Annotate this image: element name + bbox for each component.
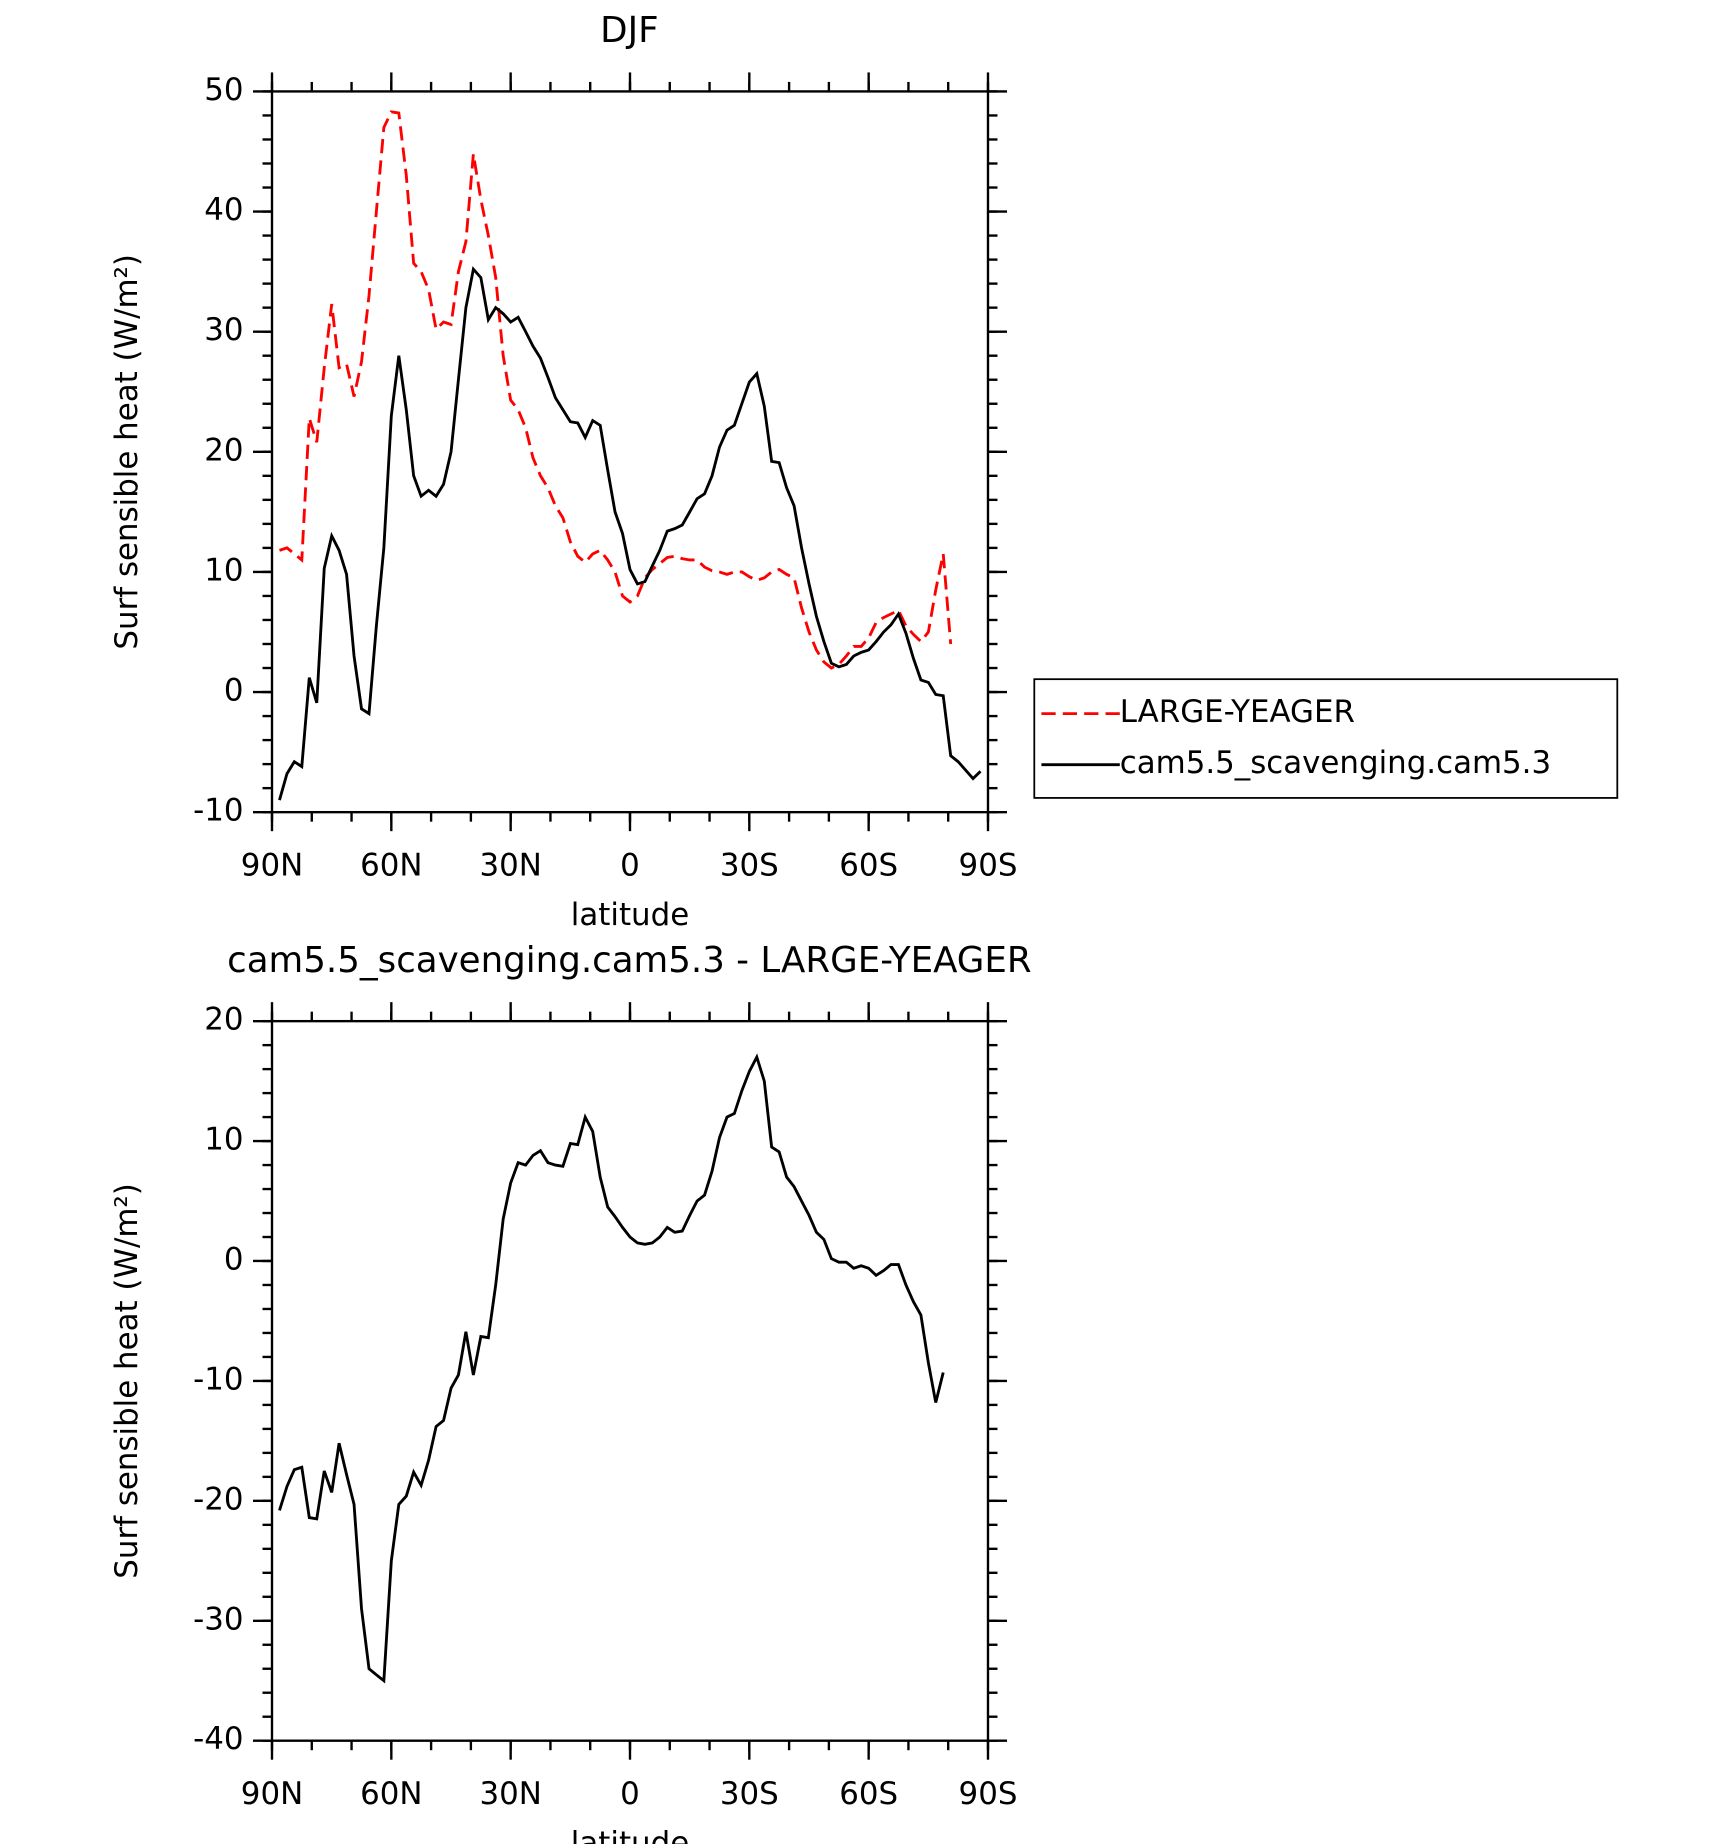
x-tick-label: 90S [959, 847, 1018, 883]
x-tick-label: 90S [959, 1776, 1018, 1812]
y-tick-label: 0 [224, 1241, 244, 1277]
x-tick-label: 30S [720, 847, 779, 883]
y-axis-label: Surf sensible heat (W/m²) [109, 1183, 145, 1579]
x-tick-label: 30S [720, 1776, 779, 1812]
legend-box [1033, 678, 1619, 799]
y-tick-label: -10 [193, 1361, 243, 1397]
y-tick-label: -30 [193, 1601, 243, 1637]
x-tick-label: 60S [839, 847, 898, 883]
chart-title: cam5.5_scavenging.cam5.3 - LARGE-YEAGER [227, 940, 1032, 981]
x-tick-label: 60S [839, 1776, 898, 1812]
data-line [278, 1053, 945, 1684]
x-tick-label: 0 [620, 1776, 640, 1812]
legend-label: LARGE-YEAGER [1120, 694, 1355, 730]
y-tick-label: -20 [193, 1481, 243, 1517]
legend-label: cam5.5_scavenging.cam5.3 [1120, 745, 1551, 781]
y-tick-label: -10 [193, 793, 243, 829]
y-tick-label: 50 [204, 72, 243, 108]
x-tick-label: 60N [360, 847, 422, 883]
x-tick-label: 0 [620, 847, 640, 883]
x-tick-label: 30N [479, 1776, 541, 1812]
x-axis-label: latitude [571, 897, 689, 933]
y-axis-label: Surf sensible heat (W/m²) [109, 254, 145, 650]
y-tick-label: 20 [204, 432, 243, 468]
y-tick-label: 30 [204, 312, 243, 348]
y-tick-label: 20 [204, 1002, 243, 1038]
y-tick-label: 0 [224, 673, 244, 709]
chart-title: DJF [600, 10, 658, 51]
plot-frame [270, 1019, 990, 1742]
y-tick-label: -40 [193, 1721, 243, 1757]
data-line [279, 110, 953, 670]
plot-frame [270, 90, 990, 814]
y-tick-label: 40 [204, 192, 243, 228]
x-tick-label: 90N [241, 1776, 303, 1812]
x-tick-label: 60N [360, 1776, 422, 1812]
y-tick-label: 10 [204, 552, 243, 588]
y-tick-label: 10 [204, 1122, 243, 1158]
x-tick-label: 30N [479, 847, 541, 883]
x-axis-label: latitude [571, 1826, 689, 1844]
data-line [278, 266, 982, 801]
x-tick-label: 90N [241, 847, 303, 883]
